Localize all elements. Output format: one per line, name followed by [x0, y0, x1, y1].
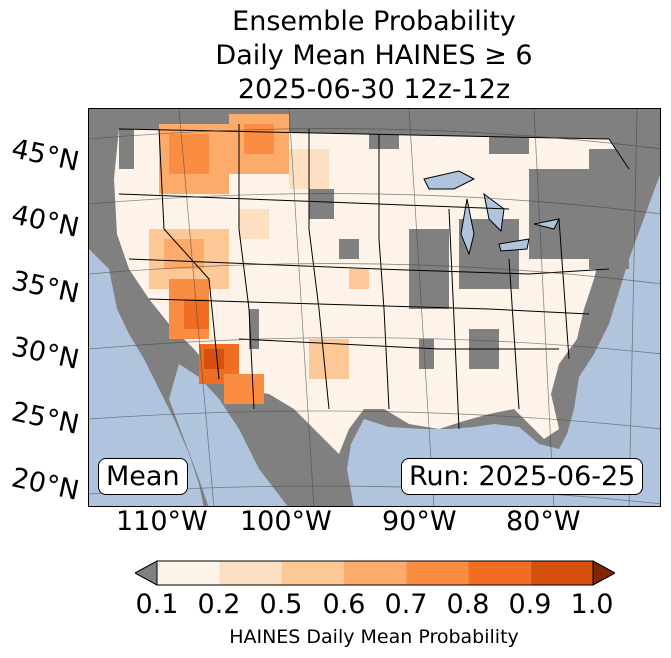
title-line-3: 2025-06-30 12z-12z	[237, 74, 511, 105]
colorbar-bin-3	[281, 561, 344, 585]
probability-high-patches	[149, 114, 369, 404]
colorbar-tick-3: 0.6	[322, 589, 366, 620]
colorbar-bin-5	[406, 561, 469, 585]
lat-label-25: 25°N	[8, 396, 82, 441]
colorbar-tick-0: 0.1	[135, 589, 179, 620]
title-line-1: Ensemble Probability	[232, 6, 516, 37]
lon-label-90: 90°W	[382, 506, 457, 537]
colorbar-tick-4: 0.7	[384, 589, 428, 620]
lat-label-40: 40°N	[8, 199, 82, 244]
lon-label-110: 110°W	[116, 506, 208, 537]
colorbar-bin-4	[343, 561, 407, 585]
colorbar-bin-6	[468, 561, 531, 585]
lat-label-45: 45°N	[8, 133, 82, 178]
lat-label-30: 30°N	[8, 331, 82, 376]
colorbar-bin-7	[530, 561, 594, 585]
lat-label-35: 35°N	[8, 265, 82, 310]
colorbar-bin-1	[157, 561, 220, 585]
pacific-ocean	[89, 249, 204, 506]
colorbar-outline	[156, 560, 594, 586]
colorbar-tick-7: 1.0	[570, 589, 614, 620]
colorbar-tick-2: 0.5	[259, 589, 303, 620]
colorbar-under-arrow	[133, 560, 158, 586]
lon-label-100: 100°W	[240, 506, 332, 537]
lat-label-20: 20°N	[8, 462, 82, 507]
colorbar-over-arrow	[592, 560, 617, 586]
probability-map	[88, 108, 661, 507]
great-lakes	[423, 170, 560, 256]
colorbar-tick-1: 0.2	[197, 589, 241, 620]
map-canvas	[89, 109, 660, 506]
graticule	[89, 109, 660, 506]
run-label: Run: 2025-06-25	[401, 458, 644, 495]
title-line-2: Daily Mean HAINES ≥ 6	[215, 40, 533, 71]
colorbar-tick-6: 0.9	[508, 589, 552, 620]
mean-label: Mean	[98, 458, 188, 495]
colorbar-svg	[133, 560, 617, 586]
colorbar-bin-2	[219, 561, 282, 585]
colorbar	[133, 560, 617, 590]
colorbar-label: HAINES Daily Mean Probability	[229, 626, 519, 648]
lon-label-80: 80°W	[506, 506, 581, 537]
colorbar-tick-5: 0.8	[446, 589, 490, 620]
state-borders	[118, 124, 630, 430]
